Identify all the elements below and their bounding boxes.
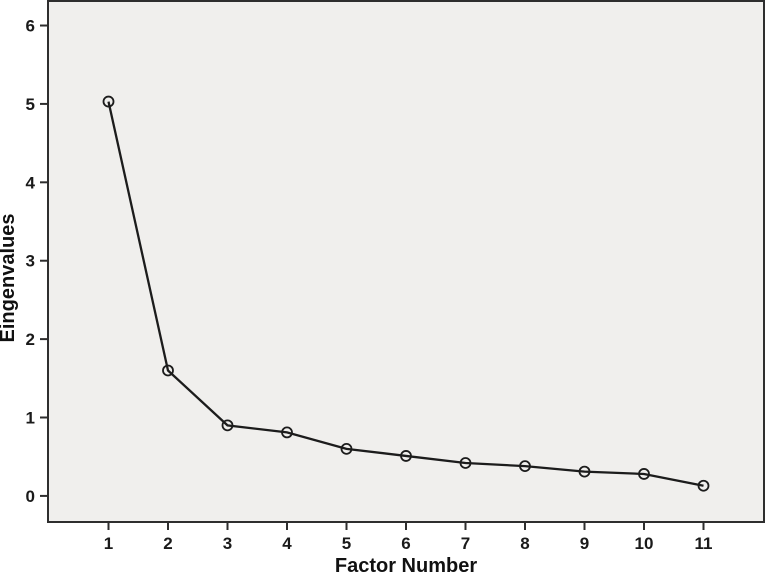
data-point-marker xyxy=(519,460,531,473)
data-point-marker xyxy=(697,479,710,492)
x-tick-label: 5 xyxy=(342,534,351,553)
plot-area-group xyxy=(47,0,765,523)
data-point-marker xyxy=(162,364,174,377)
y-tick-label: 0 xyxy=(26,487,35,506)
x-tick-label: 10 xyxy=(635,534,654,553)
x-tick-label: 8 xyxy=(520,534,529,553)
x-tick-label: 1 xyxy=(104,534,113,553)
y-tick-label: 1 xyxy=(26,409,35,428)
data-point-marker xyxy=(638,468,650,480)
x-tick-label: 4 xyxy=(282,534,292,553)
data-series-group xyxy=(102,95,710,492)
y-tick-label: 5 xyxy=(26,95,35,114)
x-tick-label: 6 xyxy=(401,534,410,553)
axis-ticks-group: 0 1 2 3 4 5 6 1 2 3 4 5 6 7 8 9 10 11 xyxy=(26,17,713,553)
y-tick-label: 3 xyxy=(26,252,35,271)
x-tick-label: 11 xyxy=(695,534,713,553)
data-point-marker xyxy=(281,426,293,439)
data-point-marker xyxy=(578,465,591,478)
y-tick-label: 6 xyxy=(26,17,35,36)
data-point-marker xyxy=(340,442,353,455)
x-tick-label: 7 xyxy=(461,534,470,553)
y-tick-label: 4 xyxy=(26,173,36,192)
x-tick-label: 2 xyxy=(163,534,172,553)
plot-area xyxy=(47,0,765,523)
data-point-marker xyxy=(221,419,234,432)
data-point-marker xyxy=(102,95,115,108)
data-point-marker xyxy=(459,457,472,469)
series-line xyxy=(107,101,704,487)
x-tick-label: 9 xyxy=(580,534,589,553)
data-point-marker xyxy=(400,450,412,462)
y-axis-title: Eingenvalues xyxy=(0,214,19,343)
x-tick-label: 3 xyxy=(223,534,232,553)
x-axis-title: Factor Number xyxy=(335,555,477,577)
y-tick-label: 2 xyxy=(26,330,35,349)
